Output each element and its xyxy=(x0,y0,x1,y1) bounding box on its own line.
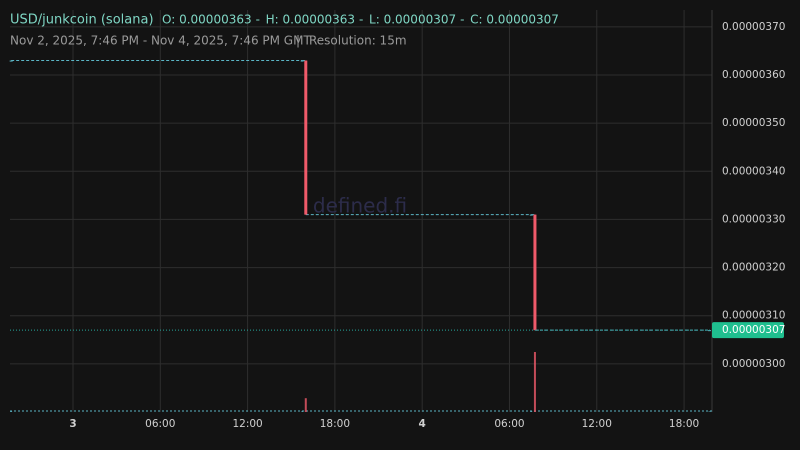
y-tick-label: 0.00000350 xyxy=(722,117,785,129)
ohlc-item: H: 0.00000363 xyxy=(266,13,355,27)
y-tick-label: 0.00000370 xyxy=(722,21,785,33)
volume-bar xyxy=(708,411,711,412)
ohlc-item: O: 0.00000363 xyxy=(162,13,252,27)
candle-body xyxy=(9,60,13,62)
x-tick-label: 06:00 xyxy=(145,418,175,430)
watermark: defined.fi xyxy=(313,194,407,218)
x-tick-label: 18:00 xyxy=(669,418,699,430)
ohlc-item: L: 0.00000307 xyxy=(369,13,456,27)
symbol: USD/junkcoin (solana) xyxy=(10,13,154,28)
y-tick-label: 0.00000310 xyxy=(722,310,785,322)
candle-body xyxy=(529,214,533,216)
last-price-tag xyxy=(712,322,784,339)
grid xyxy=(10,10,712,412)
separator: | xyxy=(296,34,300,48)
x-tick-label: 18:00 xyxy=(320,418,350,430)
x-tick-label: 12:00 xyxy=(582,418,612,430)
x-tick-label: 4 xyxy=(419,418,426,430)
volume-bar xyxy=(533,352,536,412)
ohlc-item: C: 0.00000307 xyxy=(470,13,559,27)
ohlc-separator: - xyxy=(359,13,363,27)
date-range: Nov 2, 2025, 7:46 PM - Nov 4, 2025, 7:46… xyxy=(10,34,311,48)
volume-bar xyxy=(530,411,533,412)
candle-body xyxy=(304,60,308,215)
y-tick-label: 0.00000330 xyxy=(722,213,785,225)
y-tick-label: 0.00000300 xyxy=(722,358,785,370)
ohlc-legend: O: 0.00000363- H: 0.00000363- L: 0.0000030… xyxy=(162,13,559,27)
x-tick-label: 12:00 xyxy=(232,418,262,430)
x-tick-label: 06:00 xyxy=(494,418,524,430)
x-tick-label: 3 xyxy=(69,418,76,430)
volume-bar xyxy=(10,411,13,412)
y-tick-label: 0.00000340 xyxy=(722,165,785,177)
y-tick-label: 0.00000360 xyxy=(722,69,785,81)
y-tick-label: 0.00000320 xyxy=(722,262,785,274)
last-price-label: 0.00000307 xyxy=(722,324,785,336)
candle-body xyxy=(533,214,537,331)
candle-body xyxy=(300,60,304,62)
ohlc-separator: - xyxy=(256,13,260,27)
volume-bar xyxy=(304,398,307,412)
volume-bar xyxy=(301,411,304,412)
resolution: Resolution: 15m xyxy=(309,34,407,48)
ohlc-separator: - xyxy=(460,13,464,27)
